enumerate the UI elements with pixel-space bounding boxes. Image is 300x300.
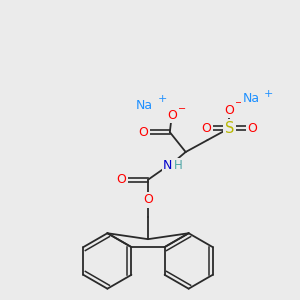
Text: +: + bbox=[264, 88, 273, 98]
Text: Na: Na bbox=[242, 92, 260, 105]
Text: O: O bbox=[167, 109, 177, 122]
Text: O: O bbox=[224, 104, 234, 117]
Text: −: − bbox=[178, 104, 186, 114]
Text: O: O bbox=[143, 193, 153, 206]
Text: +: + bbox=[158, 94, 167, 104]
Text: Na: Na bbox=[136, 99, 153, 112]
Text: −: − bbox=[235, 98, 243, 108]
Text: N: N bbox=[163, 159, 172, 172]
Text: H: H bbox=[174, 159, 183, 172]
Text: O: O bbox=[202, 122, 212, 135]
Text: S: S bbox=[225, 121, 234, 136]
Text: O: O bbox=[247, 122, 257, 135]
Text: O: O bbox=[116, 173, 126, 186]
Text: O: O bbox=[138, 126, 148, 139]
